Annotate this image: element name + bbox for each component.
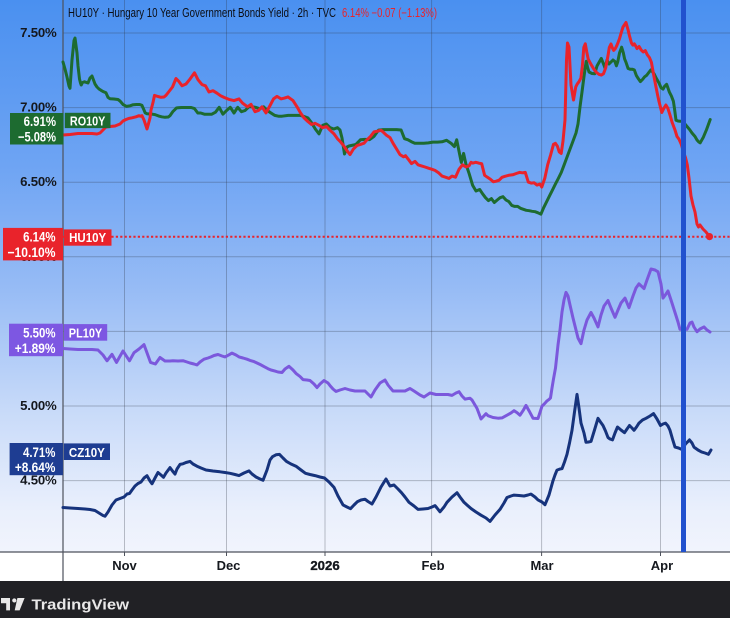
svg-text:−10.10%: −10.10% <box>8 245 56 260</box>
svg-text:TradingView: TradingView <box>32 597 130 614</box>
svg-text:6.91%: 6.91% <box>24 114 56 129</box>
svg-text:HU10Y · Hungary 10 Year Govern: HU10Y · Hungary 10 Year Government Bonds… <box>68 6 336 20</box>
svg-text:Apr: Apr <box>651 558 673 573</box>
svg-text:5.00%: 5.00% <box>20 398 57 413</box>
svg-text:RO10Y: RO10Y <box>70 113 106 128</box>
svg-text:+8.64%: +8.64% <box>15 460 56 475</box>
svg-text:CZ10Y: CZ10Y <box>69 445 105 460</box>
svg-text:Dec: Dec <box>217 558 241 573</box>
svg-text:6.14%: 6.14% <box>23 229 55 244</box>
svg-text:PL10Y: PL10Y <box>69 325 103 340</box>
svg-text:6.14% −0.07 (−1.13%): 6.14% −0.07 (−1.13%) <box>342 6 437 20</box>
svg-text:2026: 2026 <box>310 558 339 573</box>
svg-text:6.50%: 6.50% <box>20 174 57 189</box>
svg-text:4.50%: 4.50% <box>20 473 57 488</box>
svg-text:5.50%: 5.50% <box>23 325 55 340</box>
svg-text:Feb: Feb <box>421 558 444 573</box>
svg-text:7.50%: 7.50% <box>20 25 57 40</box>
svg-text:−5.08%: −5.08% <box>18 130 56 145</box>
svg-text:Mar: Mar <box>530 558 553 573</box>
svg-text:Nov: Nov <box>112 558 137 573</box>
svg-text:HU10Y: HU10Y <box>69 230 106 245</box>
svg-text:+1.89%: +1.89% <box>15 341 56 356</box>
svg-text:7.00%: 7.00% <box>20 100 57 115</box>
svg-text:4.71%: 4.71% <box>23 445 55 460</box>
